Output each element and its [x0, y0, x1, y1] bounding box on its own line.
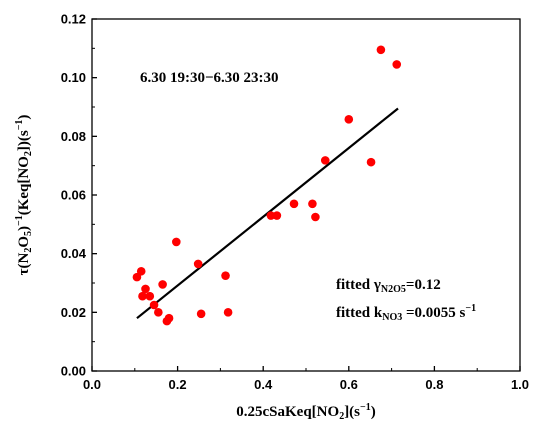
x-axis-title: 0.25cSaKeq[NO2](s−1)	[236, 402, 375, 422]
data-point	[223, 308, 233, 317]
fitted-k-subscript: NO3	[382, 312, 402, 323]
y-tick-label: 0.04	[61, 246, 87, 261]
data-point	[141, 284, 150, 294]
data-point	[136, 266, 146, 276]
data-point	[145, 291, 155, 301]
data-points	[132, 45, 402, 326]
y-tick-label: 0.12	[61, 12, 86, 27]
x-tick-label: 0.2	[169, 377, 187, 392]
time-range-annotation: 6.30 19:30−6.30 23:30	[140, 70, 279, 86]
data-point	[164, 313, 174, 323]
fitted-k-exponent: −1	[465, 303, 476, 314]
data-point	[193, 259, 203, 269]
x-tick-label: 0.4	[254, 377, 273, 392]
x-axis-ticks: 0.0 0.2 0.4 0.6 0.8 1.0	[83, 366, 529, 392]
fitted-gamma-subscript: N2O5	[381, 284, 406, 295]
data-point	[158, 280, 167, 289]
y-tick-label: 0.02	[61, 305, 86, 320]
y-tick-label: 0.06	[61, 188, 86, 203]
data-point	[344, 115, 354, 124]
y-tick-label: 0.08	[61, 129, 86, 144]
data-point	[376, 45, 386, 55]
data-point	[320, 156, 330, 165]
data-point	[138, 291, 147, 301]
data-point	[392, 60, 402, 69]
data-point	[221, 271, 230, 280]
data-point	[154, 308, 163, 317]
data-point	[266, 211, 276, 220]
fitted-gamma-annotation: fitted γN2O5=0.12	[336, 277, 441, 295]
y-tick-label: 0.10	[61, 70, 86, 85]
fitted-gamma-label: fitted γ	[336, 277, 381, 293]
fitted-k-annotation: fitted kNO3 =0.0055 s−1	[336, 303, 476, 323]
fitted-k-label: fitted k	[336, 305, 383, 321]
fitted-k-value: =0.0055 s	[402, 305, 465, 321]
data-point	[149, 300, 159, 310]
x-tick-label: 1.0	[511, 377, 529, 392]
x-tick-label: 0.0	[83, 377, 101, 392]
data-point	[172, 237, 181, 247]
data-point	[196, 309, 206, 319]
y-tick-label: 0.00	[61, 364, 86, 379]
data-point	[289, 199, 299, 209]
x-tick-label: 0.8	[425, 377, 443, 392]
fitted-gamma-value: =0.12	[406, 277, 441, 293]
data-point	[311, 212, 320, 222]
y-axis-ticks: 0.00 0.02 0.04 0.06 0.08 0.10 0.12	[61, 12, 97, 379]
data-point	[308, 199, 317, 209]
data-point	[366, 157, 376, 167]
data-point	[272, 211, 282, 220]
x-tick-label: 0.6	[340, 377, 358, 392]
